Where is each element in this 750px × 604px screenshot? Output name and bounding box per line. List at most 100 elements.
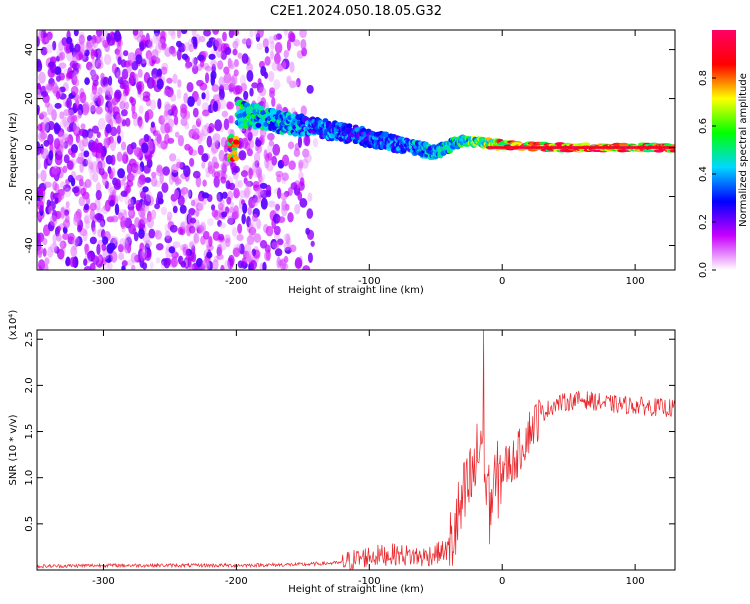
spectrogram-cell <box>44 263 49 270</box>
spectrogram-cell <box>99 220 105 231</box>
spectrogram-cell <box>83 258 88 267</box>
spectrogram-cell <box>72 67 79 75</box>
spectrogram-cell <box>198 35 206 43</box>
spectrogram-cell <box>183 165 191 178</box>
spectrogram-cell <box>161 115 169 124</box>
spectrogram-cell <box>91 161 99 173</box>
spectrogram-cell <box>59 240 67 249</box>
spectrogram-cell <box>187 96 195 107</box>
spectrogram-cell <box>234 85 243 95</box>
spectrogram-frame <box>36 29 676 271</box>
spectrogram-cell <box>294 257 303 269</box>
spectrogram-cell <box>38 30 44 41</box>
spectrogram-cell <box>43 158 48 170</box>
spectrogram-cell <box>42 237 48 246</box>
spectrogram-cell <box>256 82 264 94</box>
spectrogram-cell <box>283 233 291 242</box>
spectrogram-cell <box>151 171 157 179</box>
spectrogram-cell <box>70 143 78 154</box>
spectrogram-cell <box>195 118 202 128</box>
spectrogram-cell <box>48 200 56 211</box>
spectrogram-cell <box>166 257 172 266</box>
spectrogram-cell <box>92 172 99 183</box>
spectrogram-cell <box>206 40 213 48</box>
spectrogram-cell <box>223 72 232 84</box>
x-tick-label: -100 <box>358 276 381 287</box>
spectrogram-cell <box>259 239 268 249</box>
spectrogram-cell <box>105 111 112 124</box>
spectrogram-cell <box>295 77 301 88</box>
spectrogram-cell <box>241 137 249 149</box>
spectrogram-cell <box>245 180 254 188</box>
spectrogram-cell <box>217 219 222 227</box>
spectrogram-cell <box>90 104 96 115</box>
spectrogram-cell <box>117 76 124 85</box>
snr-scale-label: (x10⁴) <box>8 310 19 341</box>
colorbar-tick-label: 0.6 <box>698 118 709 134</box>
spectrogram-cell <box>179 204 187 214</box>
spectrogram-cell <box>232 48 238 56</box>
spectrogram-cell <box>293 148 301 158</box>
spectrogram-cell <box>43 139 50 147</box>
spectrogram-cell <box>122 50 129 57</box>
spectrogram-cell <box>74 43 81 53</box>
spectrogram-cell <box>184 61 191 70</box>
x-tick-label: 100 <box>626 276 645 287</box>
spectrogram-cell <box>231 150 238 156</box>
spectrogram-cell <box>280 192 288 201</box>
spectrogram-cell <box>138 119 144 131</box>
spectrogram-cell <box>302 148 310 158</box>
spectrogram-cell <box>133 116 139 127</box>
spectrogram-cell <box>172 73 178 84</box>
spectrogram-cell <box>145 50 153 60</box>
spectrogram-cell <box>202 230 210 240</box>
spectrogram-cell <box>120 109 128 117</box>
spectrogram-cell <box>283 30 289 36</box>
spectrogram-cell <box>200 60 205 68</box>
spectrogram-cell <box>97 254 104 266</box>
spectrogram-cell <box>183 41 191 52</box>
spectrogram-cell <box>211 204 216 211</box>
spectrogram-cell <box>152 32 161 45</box>
spectrogram-cell <box>201 153 209 163</box>
spectrogram-cell <box>106 262 113 270</box>
spectrogram-cell <box>208 122 215 133</box>
spectrogram-cell <box>154 203 161 210</box>
spectrogram-cell <box>123 209 128 221</box>
spectrogram-cell <box>199 221 207 234</box>
spectrogram-cell <box>85 61 93 71</box>
spectrogram-cell <box>205 89 210 102</box>
spectrogram-cell <box>257 95 262 103</box>
spectrogram-cell <box>246 38 253 46</box>
spectrogram-cell <box>260 189 269 199</box>
spectrogram-cell <box>305 227 311 235</box>
spectrogram-cell <box>138 228 145 239</box>
spectrogram-cell <box>140 58 147 68</box>
spectrogram-cell <box>225 180 231 190</box>
spectrogram-cell <box>65 201 70 208</box>
spectrogram-cell <box>241 38 248 45</box>
spectrogram-cell <box>198 223 206 235</box>
spectrogram-cell <box>290 107 296 115</box>
spectrogram-cell <box>173 189 180 200</box>
spectrogram-cell <box>127 52 136 64</box>
spectrogram-cell <box>171 251 179 259</box>
spectrogram-cell <box>275 203 281 211</box>
spectrogram-cell <box>70 151 76 158</box>
spectrogram-cell <box>214 119 222 132</box>
spectrogram-cell <box>133 147 142 157</box>
spectrogram-cell <box>283 241 290 251</box>
spectrogram-cell <box>131 111 138 120</box>
spectrogram-cell <box>82 136 89 147</box>
spectrogram-cell <box>73 214 80 227</box>
spectrogram-cell <box>168 153 177 162</box>
spectrogram-cell <box>96 131 101 139</box>
spectrogram-cell <box>262 261 267 270</box>
spectrogram-cell <box>89 101 97 112</box>
spectrogram-cell <box>270 50 275 60</box>
spectrogram-cell <box>243 90 249 100</box>
spectrogram-cell <box>59 119 68 128</box>
spectrogram-cell <box>153 30 161 37</box>
spectrogram-cell <box>212 101 219 113</box>
